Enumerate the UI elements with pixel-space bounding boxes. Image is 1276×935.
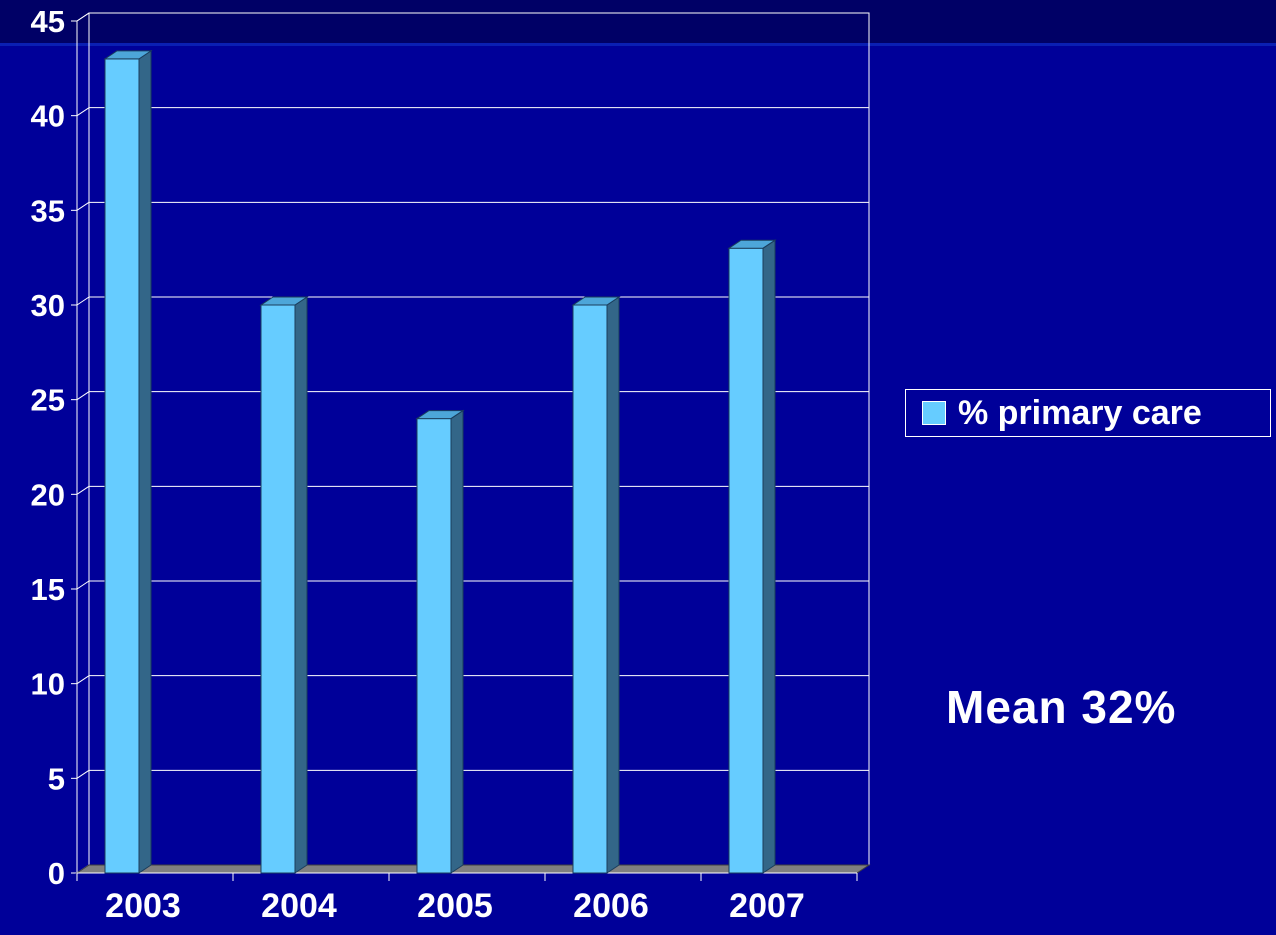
x-tick-label: 2004 xyxy=(261,887,337,925)
gridline-diagonal xyxy=(76,201,90,211)
y-tick-label: 45 xyxy=(31,4,65,39)
bar-top xyxy=(259,296,309,306)
gridline-diagonal xyxy=(76,675,90,685)
bar-side xyxy=(762,239,776,874)
x-tick-label: 2003 xyxy=(105,887,181,925)
x-tick-label: 2007 xyxy=(729,887,805,925)
title-band xyxy=(0,0,1276,46)
y-tick-label: 30 xyxy=(31,288,65,323)
legend-label: % primary care xyxy=(958,393,1202,432)
gridline-diagonal xyxy=(76,391,90,401)
bar-side xyxy=(606,296,620,874)
bar xyxy=(416,418,452,874)
bar xyxy=(572,304,608,874)
bar-side xyxy=(138,49,152,874)
bar xyxy=(728,247,764,874)
y-tick-label: 10 xyxy=(31,667,65,702)
bar xyxy=(260,304,296,874)
y-tick-label: 35 xyxy=(31,193,65,228)
bar-top xyxy=(103,50,153,60)
gridline-diagonal xyxy=(76,769,90,779)
bar-side xyxy=(294,296,308,874)
gridline-diagonal xyxy=(76,580,90,590)
bar-top xyxy=(727,239,777,249)
bar-top xyxy=(571,296,621,306)
gridline-diagonal xyxy=(76,296,90,306)
bar-top xyxy=(415,410,465,420)
legend-swatch xyxy=(922,401,946,425)
bar-side xyxy=(450,409,464,874)
legend: % primary care xyxy=(905,389,1271,437)
bar xyxy=(104,58,140,874)
y-tick-label: 0 xyxy=(48,856,65,891)
x-tick-label: 2005 xyxy=(417,887,493,925)
gridline-diagonal xyxy=(76,12,90,22)
gridline-diagonal xyxy=(76,485,90,495)
y-tick-label: 5 xyxy=(48,761,65,796)
mean-annotation: Mean 32% xyxy=(946,681,1177,733)
gridline-diagonal xyxy=(76,107,90,117)
x-tick-label: 2006 xyxy=(573,887,649,925)
y-tick-label: 40 xyxy=(31,99,65,134)
y-tick-label: 25 xyxy=(31,383,65,418)
y-tick-label: 15 xyxy=(31,572,65,607)
y-tick-label: 20 xyxy=(31,477,65,512)
